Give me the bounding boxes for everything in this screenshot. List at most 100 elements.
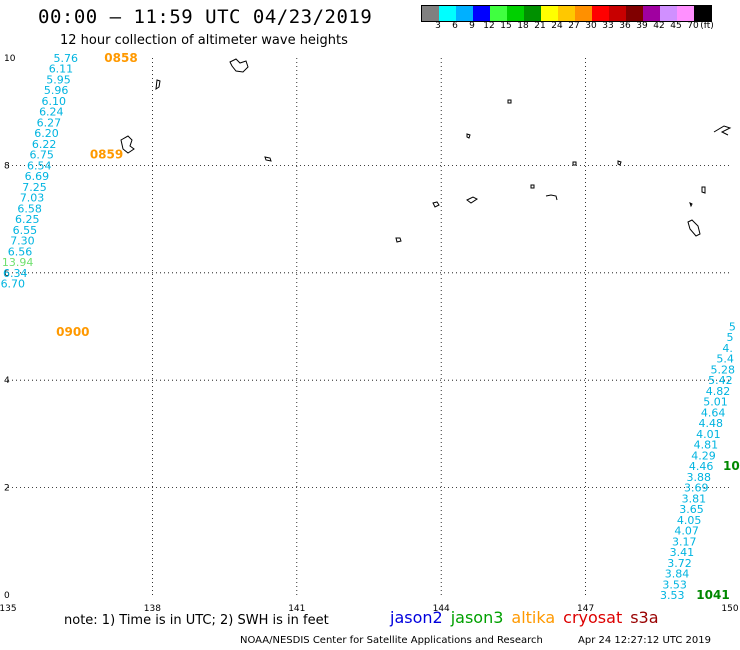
lon-tick-label: 150 [721, 604, 738, 614]
island-shape [229, 58, 249, 73]
pass-time-label: 0859 [90, 148, 123, 162]
lat-tick-label: 2 [4, 484, 10, 494]
colorbar-label: 12 [483, 21, 495, 31]
wave-height-value: 3.81 [682, 492, 707, 505]
wave-height-value: 3.41 [670, 546, 695, 559]
colorbar-swatch [490, 6, 507, 21]
wave-height-value: 5.96 [44, 84, 69, 97]
satellite-legend-item: s3a [630, 608, 659, 627]
island-shape [713, 125, 732, 136]
colorbar-label: 33 [602, 21, 614, 31]
pass-time-label: 0900 [56, 325, 89, 339]
colorbar-unit: (ft) [700, 21, 714, 31]
wave-height-value: 4.01 [696, 428, 721, 441]
wave-height-value: 7.30 [10, 235, 35, 248]
island-shape [466, 133, 471, 139]
map-title: 00:00 – 11:59 UTC 04/23/2019 [38, 6, 373, 28]
colorbar-swatch [507, 6, 524, 21]
footer-note: note: 1) Time is in UTC; 2) SWH is in fe… [64, 613, 329, 628]
wave-height-value: 6.11 [49, 63, 74, 76]
latitude-labels: 0 2 4 6 8 10 [4, 54, 16, 601]
colorbar-label: 9 [469, 21, 475, 31]
ground-track-right: 3.533.533.843.723.413.174.074.053.653.81… [660, 321, 740, 603]
colorbar-label: 21 [534, 21, 546, 31]
wave-height-value: 5 [727, 331, 734, 344]
island-shape [701, 186, 706, 194]
colorbar-label: 30 [585, 21, 597, 31]
wave-height-value: 3.88 [686, 471, 711, 484]
satellite-legend-item: cryosat [563, 608, 623, 627]
colorbar-swatch [643, 6, 660, 21]
pass-time-label: 1041 [696, 588, 729, 602]
island-shape [466, 196, 478, 204]
colorbar-label: 45 [670, 21, 682, 31]
pass-time-label: 0858 [104, 51, 137, 65]
island-shape [617, 160, 622, 166]
credit-text: NOAA/NESDIS Center for Satellite Applica… [240, 635, 543, 646]
satellite-legend-item: jason2 [390, 608, 443, 627]
wave-height-value: 13.94 [2, 256, 34, 269]
wave-height-value: 3.84 [665, 568, 690, 581]
wave-height-value: 5.01 [703, 396, 728, 409]
wave-height-value: 5.28 [711, 363, 736, 376]
wave-height-value: 3.65 [679, 503, 704, 516]
colorbar-swatch [422, 6, 439, 21]
wave-height-value: 4.82 [706, 385, 731, 398]
wave-height-value: 7.25 [22, 181, 47, 194]
colorbar-swatch [694, 6, 711, 21]
colorbar-label: 70 [687, 21, 699, 31]
colorbar-label: 36 [619, 21, 631, 31]
colorbar [421, 5, 712, 22]
colorbar-swatch [592, 6, 609, 21]
satellite-legend: jason2 jason3 altika cryosat s3a [390, 608, 667, 627]
colorbar-swatch [626, 6, 643, 21]
island-shape [689, 202, 693, 208]
wave-height-value: 4. [722, 342, 733, 355]
colorbar-label: 18 [517, 21, 529, 31]
satellite-legend-item: jason3 [450, 608, 504, 627]
wave-height-value: 6.22 [32, 138, 57, 151]
wave-height-value: 4.07 [674, 525, 699, 538]
wave-height-value: 5 [729, 321, 736, 334]
wave-height-value: 6.55 [13, 224, 38, 237]
wave-height-value: 4.05 [677, 514, 702, 527]
grid-lines [8, 58, 730, 595]
colorbar-label: 27 [568, 21, 580, 31]
island-shape [545, 194, 558, 201]
wave-height-value: 4.81 [694, 439, 719, 452]
wave-height-value: 3.69 [684, 482, 709, 495]
colorbar-swatch [541, 6, 558, 21]
colorbar-swatch [524, 6, 541, 21]
wave-height-value: 3.17 [672, 535, 697, 548]
wave-height-value: 4.29 [691, 449, 716, 462]
wave-height-value: 6.54 [27, 159, 52, 172]
island-shape [687, 219, 701, 237]
wave-height-value: 6.34 [3, 267, 28, 280]
colorbar-label: 6 [452, 21, 458, 31]
satellite-legend-item: altika [511, 608, 556, 627]
colorbar-swatch [439, 6, 456, 21]
wave-height-value: 5.4 [716, 353, 734, 366]
wave-height-value: 6.27 [37, 116, 62, 129]
wave-height-value: 7.03 [20, 192, 45, 205]
wave-height-value: 5.42 [708, 374, 733, 387]
wave-height-value: 6.58 [17, 202, 42, 215]
wave-height-value: 6.70 [1, 278, 26, 291]
colorbar-swatch [677, 6, 694, 21]
wave-height-value: 6.75 [29, 149, 54, 162]
colorbar-swatch [558, 6, 575, 21]
wave-height-value: 6.69 [25, 170, 50, 183]
island-shape [507, 99, 512, 104]
colorbar-swatch [456, 6, 473, 21]
wave-height-value: 5.76 [54, 52, 79, 65]
wave-height-value: 3.53 [660, 589, 685, 602]
colorbar-swatch [473, 6, 490, 21]
lon-tick-label: 144 [433, 604, 450, 614]
colorbar-label: 24 [551, 21, 563, 31]
island-shape [530, 184, 535, 189]
island-shape [264, 156, 272, 162]
island-shape [432, 201, 440, 208]
lat-tick-label: 10 [4, 54, 16, 64]
colorbar-label: 42 [653, 21, 665, 31]
